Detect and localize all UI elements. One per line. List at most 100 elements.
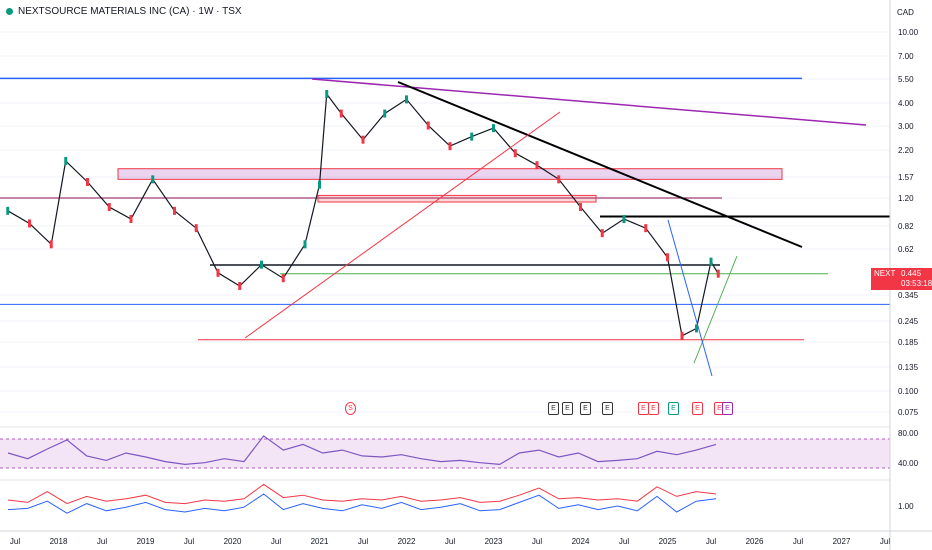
price-candle: [318, 180, 321, 189]
price-candle: [709, 257, 713, 266]
x-tick-label: Jul: [358, 537, 368, 546]
long-term-resistance-trendline: [311, 78, 867, 126]
y-tick-label: 5.50: [898, 75, 914, 84]
split-event-marker[interactable]: S: [345, 402, 356, 415]
price-candle: [303, 240, 307, 249]
x-tick-label: Jul: [619, 537, 629, 546]
currency-label[interactable]: CAD: [897, 8, 914, 17]
rsi-tick-label: 40.00: [898, 459, 919, 468]
earnings-event-marker[interactable]: E: [668, 402, 679, 415]
x-tick-label: Jul: [706, 537, 716, 546]
earnings-event-marker[interactable]: E: [548, 402, 559, 415]
x-tick-label: 2023: [485, 537, 503, 546]
chart-title: NEXTSOURCE MATERIALS INC (CA) · 1W · TSX: [6, 6, 242, 17]
price-candle: [64, 156, 68, 165]
earnings-event-marker[interactable]: E: [562, 402, 573, 415]
price-candle: [6, 206, 10, 215]
y-tick-label: 0.075: [898, 408, 919, 417]
price-candle: [238, 281, 242, 290]
y-tick-label: 0.185: [898, 338, 919, 347]
breakout-trendline: [693, 255, 738, 364]
price-candle: [260, 260, 263, 269]
price-candle: [695, 324, 698, 333]
x-tick-label: 2019: [137, 537, 155, 546]
price-candle: [644, 224, 648, 233]
price-candle: [281, 274, 285, 283]
price-candle: [680, 331, 684, 340]
price-candle: [361, 135, 365, 144]
price-candle: [513, 149, 517, 158]
rsi-line: [7, 435, 717, 466]
price-candle: [666, 253, 669, 262]
price-candle: [28, 219, 31, 228]
y-tick-label: 1.57: [898, 173, 914, 182]
price-tag-countdown: 03:53:18: [901, 279, 932, 288]
price-candle: [470, 132, 474, 141]
price-candle: [325, 90, 329, 99]
y-tick-label: 7.00: [898, 52, 914, 61]
falling-wedge-line: [667, 219, 713, 377]
x-tick-label: Jul: [532, 537, 542, 546]
price-candle: [129, 215, 133, 224]
chart-title-text: NEXTSOURCE MATERIALS INC (CA) · 1W · TSX: [18, 6, 242, 17]
x-tick-label: Jul: [793, 537, 803, 546]
y-tick-label: 3.00: [898, 122, 914, 131]
earnings-event-marker[interactable]: E: [648, 402, 659, 415]
price-candle: [716, 269, 720, 278]
x-tick-label: Jul: [445, 537, 455, 546]
earnings-event-marker[interactable]: E: [722, 402, 733, 415]
price-candle: [151, 175, 155, 184]
price-candle: [339, 109, 343, 118]
x-tick-label: 2026: [746, 537, 764, 546]
market-status-icon: [6, 7, 13, 15]
x-tick-label: 2018: [50, 537, 68, 546]
earnings-event-marker[interactable]: E: [580, 402, 591, 415]
price-candle: [492, 124, 495, 133]
x-tick-label: 2022: [398, 537, 416, 546]
earnings-event-marker[interactable]: E: [602, 402, 613, 415]
price-candle: [579, 203, 582, 212]
dmi-tick-label: 1.00: [898, 502, 914, 511]
y-tick-label: 2.20: [898, 146, 914, 155]
dmi-plus-line: [7, 483, 717, 505]
dmi-minus-line: [7, 493, 717, 514]
y-tick-label: 0.245: [898, 317, 919, 326]
price-tag-symbol: NEXT: [874, 269, 896, 278]
price-candle: [405, 95, 408, 104]
price-candle: [383, 109, 387, 118]
x-tick-label: 2027: [833, 537, 851, 546]
y-tick-label: 0.100: [898, 387, 919, 396]
last-price-tag: NEXT 0.445 03:53:18: [871, 268, 932, 290]
price-series-line: [7, 92, 719, 337]
x-tick-label: 2024: [572, 537, 590, 546]
y-tick-label: 0.62: [898, 245, 914, 254]
y-tick-label: 10.00: [898, 28, 919, 37]
x-tick-label: Jul: [184, 537, 194, 546]
price-candle: [107, 203, 111, 212]
price-candle: [557, 175, 561, 184]
x-tick-label: Jul: [10, 537, 20, 546]
price-candle: [86, 177, 89, 186]
x-tick-label: Jul: [271, 537, 281, 546]
price-candle: [49, 240, 53, 249]
y-tick-label: 0.82: [898, 222, 914, 231]
x-tick-label: Jul: [880, 537, 890, 546]
price-candle: [535, 161, 539, 170]
price-candle: [426, 121, 430, 130]
y-tick-label: 0.345: [898, 291, 919, 300]
price-tag-price: 0.445: [901, 269, 922, 278]
zone-rectangle: [117, 168, 783, 180]
price-candle: [173, 206, 176, 215]
rsi-tick-label: 80.00: [898, 429, 919, 438]
x-tick-label: 2021: [311, 537, 329, 546]
x-tick-label: 2025: [659, 537, 677, 546]
price-candle: [216, 268, 220, 277]
price-candle: [622, 215, 626, 224]
earnings-event-marker[interactable]: E: [692, 402, 703, 415]
y-tick-label: 0.135: [898, 363, 919, 372]
x-tick-label: 2020: [224, 537, 242, 546]
y-tick-label: 4.00: [898, 99, 914, 108]
uptrend-line: [244, 111, 561, 339]
x-tick-label: Jul: [97, 537, 107, 546]
